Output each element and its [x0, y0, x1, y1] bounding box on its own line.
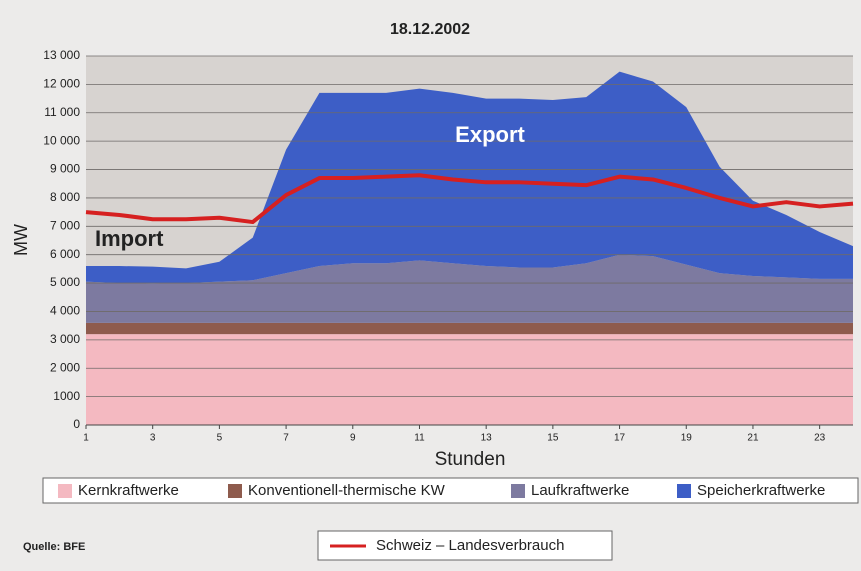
- x-tick-label: 19: [681, 433, 693, 444]
- annotation: Export: [455, 122, 525, 147]
- x-tick-label: 1: [83, 433, 89, 444]
- legend-label: Laufkraftwerke: [531, 482, 629, 499]
- source: Quelle: BFE: [23, 541, 85, 553]
- x-tick-label: 5: [217, 433, 223, 444]
- legend-box: [317, 530, 613, 561]
- x-tick-label: 11: [414, 433, 425, 444]
- legend-label: Schweiz – Landesverbrauch: [376, 537, 564, 554]
- y-tick-label: 1000: [53, 389, 80, 403]
- y-tick-label: 0: [73, 417, 80, 431]
- x-tick-label: 13: [481, 433, 493, 444]
- x-tick-label: 9: [350, 433, 356, 444]
- y-axis-label: MW: [11, 224, 31, 256]
- legend-swatch: [677, 484, 691, 498]
- chart-title: 18.12.2002: [390, 21, 470, 38]
- x-tick-label: 7: [283, 433, 289, 444]
- area: [86, 71, 853, 284]
- y-tick-label: 7 000: [50, 218, 80, 232]
- y-tick-label: 3 000: [50, 332, 80, 346]
- area: [86, 254, 853, 323]
- legend-label: Speicherkraftwerke: [697, 482, 825, 499]
- x-tick-label: 15: [547, 433, 559, 444]
- y-tick-label: 2 000: [50, 360, 80, 374]
- y-tick-label: 9 000: [50, 162, 80, 176]
- legend-swatch: [58, 484, 72, 498]
- y-tick-label: 4 000: [50, 304, 80, 318]
- annotation: Import: [95, 226, 164, 251]
- area: [86, 334, 853, 425]
- y-tick-label: 6 000: [50, 247, 80, 261]
- y-tick-label: 8 000: [50, 190, 80, 204]
- legend-swatch: [228, 484, 242, 498]
- x-axis-label: Stunden: [435, 449, 506, 470]
- area: [86, 322, 853, 335]
- line: [85, 173, 854, 225]
- y-tick-label: 11 000: [44, 105, 80, 119]
- x-tick-label: 21: [747, 433, 759, 444]
- y-tick-label: 5 000: [50, 275, 80, 289]
- legend-box: [42, 477, 859, 504]
- x-tick-label: 23: [814, 433, 826, 444]
- y-tick-label: 10 000: [43, 133, 80, 147]
- y-tick-label: 13 000: [43, 48, 80, 62]
- y-tick-label: 12 000: [43, 77, 80, 91]
- legend-label: Kernkraftwerke: [78, 482, 179, 499]
- legend-swatch: [511, 484, 525, 498]
- x-tick-label: 17: [614, 433, 626, 444]
- x-tick-label: 3: [150, 433, 156, 444]
- legend-label: Konventionell-thermische KW: [248, 482, 446, 499]
